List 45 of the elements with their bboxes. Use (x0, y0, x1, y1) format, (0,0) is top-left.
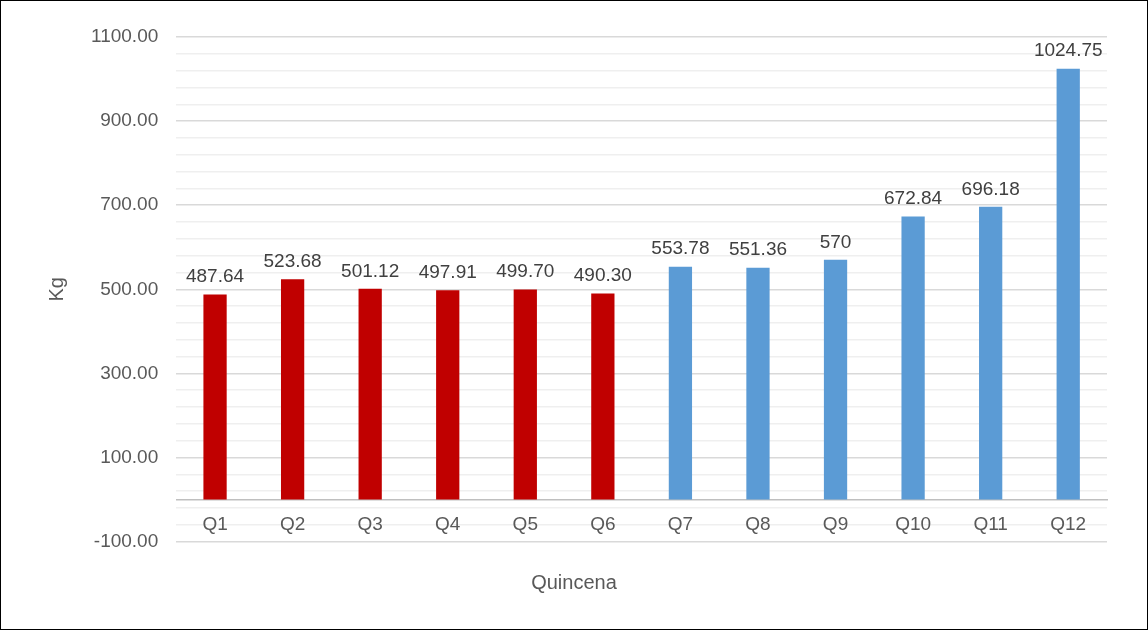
x-tick-label: Q5 (512, 513, 538, 535)
data-label: 553.78 (651, 237, 710, 259)
y-tick-label: 300.00 (100, 361, 159, 383)
x-tick-label: Q2 (279, 513, 306, 535)
y-tick-label: 700.00 (100, 193, 159, 215)
x-axis-title: Quincena (530, 571, 618, 594)
data-label: 1024.75 (1033, 39, 1103, 61)
y-tick-label: 500.00 (100, 277, 159, 299)
bar (901, 216, 925, 500)
data-label: 487.64 (185, 265, 245, 287)
x-tick-label: Q9 (822, 513, 849, 535)
y-tick-label: 100.00 (100, 445, 159, 467)
bar (513, 289, 537, 500)
data-label: 490.30 (573, 264, 632, 286)
bar (436, 290, 460, 500)
y-axis-title: Kg (44, 277, 67, 302)
x-tick-label: Q8 (745, 513, 771, 535)
bar (823, 259, 848, 500)
x-tick-label: Q3 (357, 513, 383, 535)
data-label: 501.12 (341, 259, 400, 281)
data-label: 570 (819, 230, 852, 252)
data-label: 497.91 (418, 260, 477, 282)
bar (668, 266, 693, 500)
bar (280, 279, 305, 500)
y-tick-label: 1100.00 (90, 25, 159, 47)
x-tick-label: Q1 (202, 513, 228, 535)
x-tick-label: Q6 (590, 513, 616, 535)
data-label: 523.68 (263, 250, 322, 272)
bar (979, 206, 1003, 500)
y-tick-label: 900.00 (100, 109, 159, 131)
data-label: 551.36 (728, 238, 788, 260)
data-label: 696.18 (961, 177, 1020, 199)
bar (1056, 68, 1080, 500)
bar (358, 288, 382, 500)
x-tick-label: Q12 (1050, 513, 1087, 535)
y-tick-label: -100.00 (93, 529, 159, 551)
x-tick-label: Q4 (435, 513, 461, 535)
bar (591, 293, 615, 500)
x-tick-label: Q11 (973, 513, 1008, 535)
data-label: 499.70 (496, 260, 555, 282)
data-label: 672.84 (884, 187, 943, 209)
x-tick-label: Q7 (667, 513, 694, 535)
x-tick-label: Q10 (895, 513, 932, 535)
bar (746, 267, 770, 500)
bar (203, 294, 227, 500)
